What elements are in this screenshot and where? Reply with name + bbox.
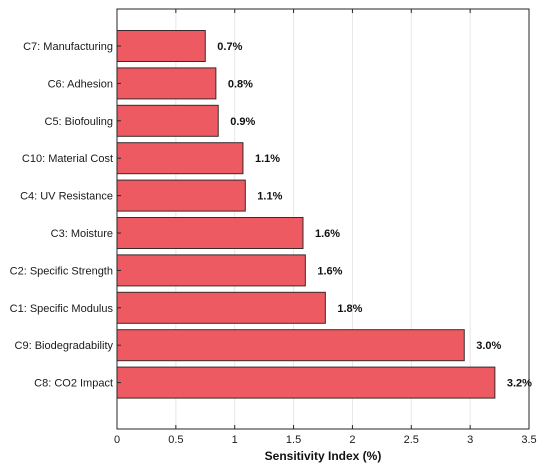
plot-border — [116, 8, 530, 430]
x-tick-label: 0 — [114, 434, 120, 446]
bar — [116, 291, 326, 324]
bar — [116, 179, 246, 212]
value-label: 3.0% — [476, 340, 501, 352]
value-label: 0.8% — [228, 78, 253, 90]
bar — [116, 254, 306, 287]
category-label: C7: Manufacturing — [23, 41, 113, 53]
category-label: C6: Adhesion — [48, 78, 113, 90]
x-tick-label: 3 — [467, 434, 473, 446]
value-label: 3.2% — [507, 378, 532, 390]
x-axis-title: Sensitivity Index (%) — [265, 449, 382, 463]
x-tick-label: 2 — [349, 434, 355, 446]
bar — [116, 329, 465, 362]
value-label: 1.8% — [337, 303, 362, 315]
bar — [116, 67, 217, 100]
x-tick-label: 2.5 — [404, 434, 419, 446]
category-label: C3: Moisture — [51, 228, 113, 240]
category-label: C9: Biodegradability — [15, 340, 114, 352]
value-label: 1.1% — [255, 153, 280, 165]
bar — [116, 366, 496, 399]
category-label: C4: UV Resistance — [20, 191, 113, 203]
bar — [116, 104, 219, 137]
value-label: 1.6% — [317, 265, 342, 277]
bar — [116, 30, 206, 62]
category-label: C5: Biofouling — [45, 116, 114, 128]
bar — [116, 217, 304, 249]
x-tick-label: 0.5 — [168, 434, 183, 446]
x-tick-label: 3.5 — [521, 434, 536, 446]
value-label: 1.6% — [315, 228, 340, 240]
value-label: 0.9% — [230, 116, 255, 128]
x-axis-ticks: 0 0.5 1 1.5 2 2.5 3 3.5 — [114, 9, 537, 446]
category-label: C10: Material Cost — [22, 153, 113, 165]
category-label: C1: Specific Modulus — [10, 303, 114, 315]
x-tick-label: 1 — [232, 434, 238, 446]
value-label: 1.1% — [257, 191, 282, 203]
plot-frame — [116, 8, 530, 430]
bar — [116, 142, 244, 175]
value-label: 0.7% — [217, 41, 242, 53]
category-label: C8: CO2 Impact — [34, 378, 113, 390]
x-tick-label: 1.5 — [286, 434, 301, 446]
category-label: C2: Specific Strength — [10, 265, 113, 277]
value-labels: 0.7% 0.8% 0.9% 1.1% 1.1% 1.6% 1.6% 1.8% 3.0% 3.2% — [217, 41, 532, 390]
category-labels: C7: Manufacturing C6: Adhesion C5: Biofoul… — [10, 41, 114, 390]
